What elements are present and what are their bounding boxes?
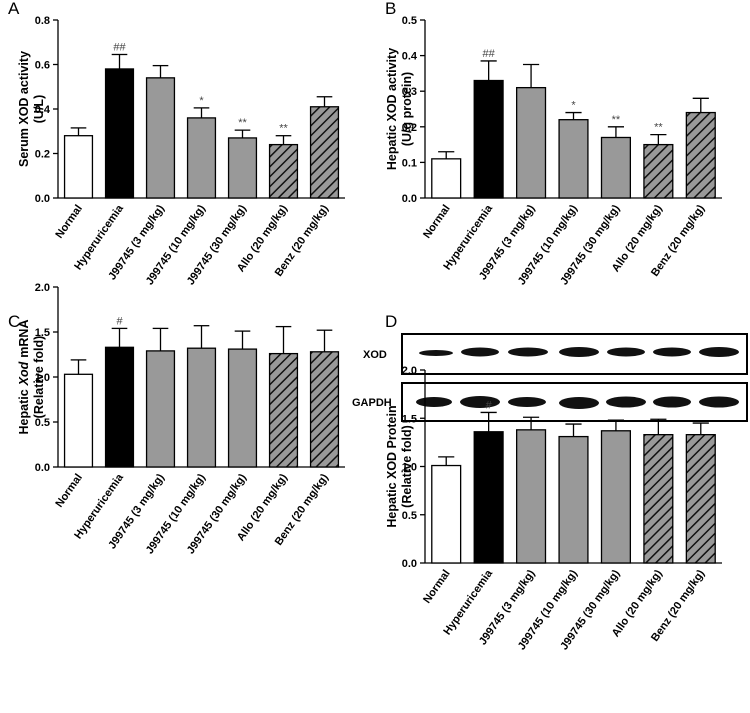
bar [600,136,632,199]
y-tick-label: 0.2 [402,122,417,134]
bar [473,79,504,199]
y-tick-label: 0.8 [35,15,50,27]
y-axis-label: (Relative fold) [32,336,46,419]
bar [145,350,176,468]
bar [515,86,547,199]
bar [685,434,716,564]
annotation: * [571,100,576,112]
panel-label: A [8,0,20,18]
y-axis-label-part: Hepatic XOD Protein [385,405,399,527]
bar [473,431,504,564]
western-blot: XOD GAPDH [352,333,748,422]
bar [309,351,340,468]
bar [104,68,135,199]
blot-label: XOD [363,349,387,361]
bar [186,117,217,199]
y-tick-label: 0.4 [402,51,418,63]
y-axis-label: (U/g protein) [400,72,414,146]
panel-label: C [8,312,20,331]
y-tick-label: 2.0 [402,365,417,377]
y-tick-label: 0.0 [402,193,417,205]
bar [643,143,674,199]
y-tick-label: 0.4 [35,104,51,116]
annotation: ** [612,114,621,126]
y-tick-label: 0.6 [35,60,50,72]
annotation: ** [279,123,288,135]
x-tick-label: Normal [53,472,85,510]
y-tick-label: 0.1 [402,157,417,169]
bar [268,143,299,199]
annotation: * [199,95,204,107]
bar [309,106,340,199]
y-tick-label: 0.5 [35,417,50,429]
bar [431,464,462,564]
panel-label: B [385,0,396,18]
y-axis-label-part: Hepatic [17,389,31,434]
bar [558,119,589,199]
y-tick-label: 1.0 [35,372,50,384]
bar [186,347,217,468]
bar [268,352,299,468]
bar [643,434,674,564]
bar [515,429,547,564]
bar [145,77,176,199]
annotation: ** [238,117,247,129]
y-axis-label: Serum XOD activity [17,51,31,167]
y-axis-label-part: Serum XOD activity [17,51,31,167]
annotation: ** [654,122,663,134]
bar [600,430,632,564]
y-tick-label: 0.3 [402,86,417,98]
x-tick-label: Normal [421,203,453,241]
y-tick-label: 0.2 [35,149,50,161]
y-axis-label-part: Xod [17,361,31,386]
bar [431,158,462,199]
annotation: # [486,399,493,411]
y-axis-label: Hepatic XOD activity [385,48,399,170]
y-axis-label: (Relative fold) [400,425,414,508]
y-tick-label: 2.0 [35,282,50,294]
y-axis-label-part: mRNA [17,320,31,358]
y-axis-label: (U/L) [32,95,46,123]
y-axis-label-part: Hepatic XOD activity [385,48,399,170]
y-tick-label: 0.5 [402,15,417,27]
y-tick-label: 1.0 [402,462,417,474]
x-tick-label: Normal [53,203,85,241]
y-tick-label: 1.5 [35,327,50,339]
bar [558,435,589,564]
panel-label: D [385,312,397,331]
x-tick-label: Normal [421,568,453,606]
bar [227,348,258,468]
bar [63,373,94,468]
bar [63,135,94,199]
y-axis-label: Hepatic XOD Protein [385,405,399,527]
blot-label: GAPDH [352,397,392,409]
annotation: # [116,315,123,327]
y-tick-label: 0.0 [402,558,417,570]
bar [104,346,135,468]
blot-bands [416,347,739,409]
bar [685,111,716,199]
annotation: ## [113,41,126,53]
y-axis-label: Hepatic Xod mRNA [17,320,31,435]
y-tick-label: 0.0 [35,462,50,474]
y-tick-label: 0.5 [402,510,417,522]
bar [227,137,258,199]
annotation: ## [483,48,496,60]
y-tick-label: 1.5 [402,413,417,425]
y-tick-label: 0.0 [35,193,50,205]
